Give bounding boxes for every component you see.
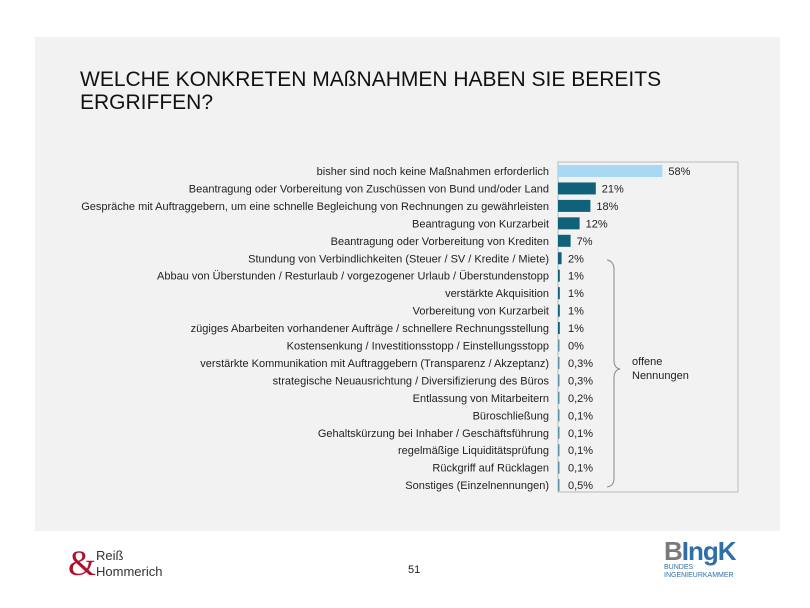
value-label: 1%: [568, 271, 584, 283]
category-label: Beantragung von Kurzarbeit: [412, 218, 549, 230]
category-label: Gehaltskürzung bei Inhaber / Geschäftsfü…: [318, 428, 549, 440]
value-label: 2%: [568, 253, 584, 265]
value-label: 12%: [586, 218, 608, 230]
category-label: Sonstiges (Einzelnennungen): [405, 480, 549, 492]
logo-sub2: INGENIEURKAMMER: [664, 572, 734, 579]
category-label: Beantragung oder Vorbereitung von Zuschü…: [189, 183, 549, 195]
bar: [558, 182, 596, 195]
bar: [558, 322, 560, 335]
bingk-logo: BIngK BUNDES INGENIEURKAMMER: [664, 536, 737, 580]
value-label: 0,3%: [568, 358, 593, 370]
page-title: WELCHE KONKRETEN MAßNAHMEN HABEN SIE BER…: [80, 68, 662, 114]
bar: [558, 356, 560, 369]
bar: [558, 339, 560, 352]
value-label: 18%: [596, 201, 618, 213]
bar: [558, 165, 663, 177]
category-label: Stundung von Verbindlichkeiten (Steuer /…: [248, 253, 549, 265]
value-label: 21%: [602, 183, 624, 195]
value-label: 0,1%: [568, 463, 593, 475]
logo-b: B: [664, 536, 683, 566]
value-label: 1%: [568, 288, 584, 300]
value-label: 0,3%: [568, 375, 593, 387]
category-label: verstärkte Akquisition: [445, 288, 549, 300]
bar: [558, 426, 560, 439]
bar: [558, 269, 560, 282]
bar: [558, 479, 560, 492]
category-label: Vorbereitung von Kurzarbeit: [413, 306, 549, 318]
slide-panel: [35, 37, 780, 531]
value-label: 0%: [568, 341, 584, 353]
bar: [558, 461, 560, 474]
category-label: Abbau von Überstunden / Resturlaub / vor…: [157, 271, 549, 283]
page-number: 51: [408, 564, 421, 576]
category-label: Entlassung von Mitarbeitern: [413, 393, 549, 405]
value-label: 7%: [577, 236, 593, 248]
category-label: verstärkte Kommunikation mit Auftraggebe…: [200, 358, 549, 370]
bar: [558, 391, 560, 404]
bar: [558, 304, 560, 317]
logo-line1: Reiß: [96, 548, 124, 563]
category-label: Gespräche mit Auftraggebern, um eine sch…: [81, 201, 549, 213]
bar: [558, 287, 560, 300]
annotation-line2: Nennungen: [632, 370, 689, 382]
category-label: regelmäßige Liquiditätsprüfung: [398, 445, 549, 457]
bar: [558, 444, 560, 457]
value-label: 0,2%: [568, 393, 593, 405]
bar: [558, 234, 571, 247]
logo-line2: Hommerich: [96, 564, 163, 579]
category-label: Rückgriff auf Rücklagen: [432, 463, 549, 475]
annotation-line1: offene: [632, 356, 662, 368]
value-label: 0,1%: [568, 428, 593, 440]
category-label: Büroschließung: [473, 410, 549, 422]
category-label: zügiges Abarbeiten vorhandener Aufträge …: [191, 323, 549, 335]
value-label: 1%: [568, 323, 584, 335]
category-label: bisher sind noch keine Maßnahmen erforde…: [317, 166, 549, 178]
category-label: Kostensenkung / Investitionsstopp / Eins…: [287, 341, 549, 353]
logo-sub1: BUNDES: [664, 564, 694, 571]
value-label: 0,1%: [568, 410, 593, 422]
value-label: 0,5%: [568, 480, 593, 492]
value-label: 1%: [568, 306, 584, 318]
value-label: 0,1%: [568, 445, 593, 457]
bar: [558, 217, 580, 230]
bar: [558, 409, 560, 422]
category-label: strategische Neuausrichtung / Diversifiz…: [273, 375, 550, 387]
bar: [558, 374, 560, 387]
logo-amp: &: [68, 543, 97, 583]
value-label: 58%: [668, 166, 690, 178]
bar: [558, 252, 562, 265]
category-label: Beantragung oder Vorbereitung von Kredit…: [331, 236, 549, 248]
logo-ingk: IngK: [681, 536, 737, 566]
bar: [558, 199, 591, 212]
brace: [606, 259, 621, 488]
